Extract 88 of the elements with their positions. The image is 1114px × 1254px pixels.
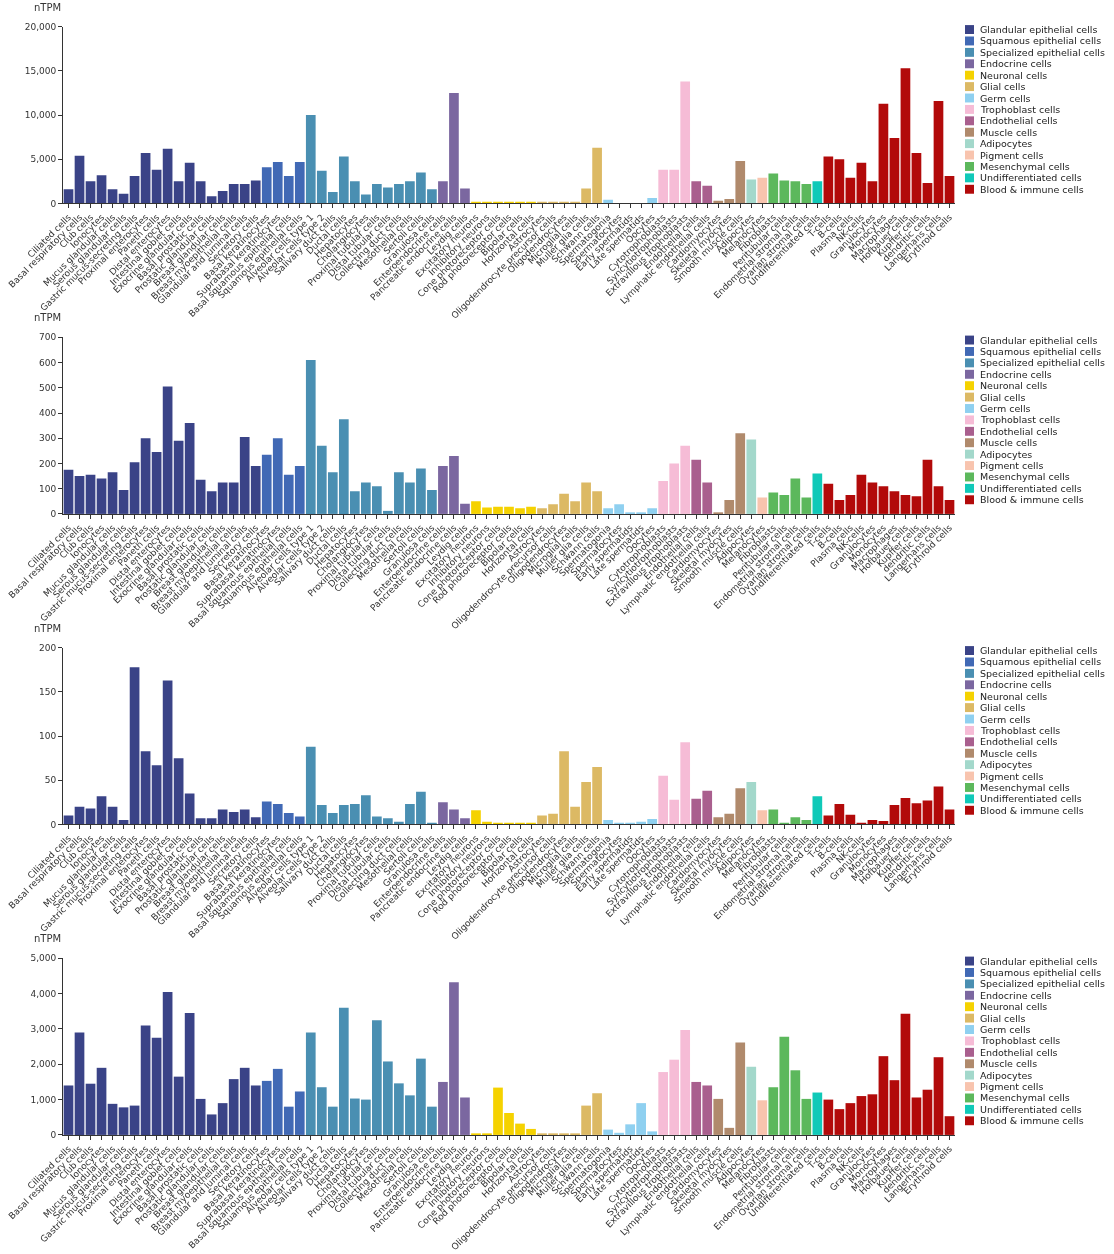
legend-label: Adipocytes	[980, 449, 1033, 460]
legend-label: Adipocytes	[980, 1070, 1033, 1081]
y-tick-label: 4,000	[30, 988, 57, 999]
y-tick-label: 50	[44, 775, 57, 786]
y-tick-label: 150	[39, 687, 57, 698]
legend-label: Endocrine cells	[980, 58, 1052, 69]
legend-label: Mesenchymal cells	[980, 1092, 1070, 1103]
legend-label: Glandular epithelial cells	[980, 956, 1098, 967]
y-tick-label: 2,000	[30, 1059, 57, 1070]
legend-label: Adipocytes	[980, 138, 1033, 149]
legend-label: Glandular epithelial cells	[980, 335, 1098, 346]
y-tick-label: 200	[39, 642, 57, 653]
legend-label: Blood & immune cells	[980, 184, 1084, 195]
legend-label: Germ cells	[980, 1024, 1031, 1035]
legend-label: Undifferentiated cells	[980, 1104, 1082, 1115]
legend-label: Trophoblast cells	[980, 414, 1061, 425]
y-tick-label: 5,000	[30, 953, 57, 964]
legend-label: Endocrine cells	[980, 369, 1052, 380]
legend-label: Pigment cells	[980, 460, 1044, 471]
legend-label: Glandular epithelial cells	[980, 24, 1098, 35]
legend-label: Neuronal cells	[980, 380, 1048, 391]
legend-label: Germ cells	[980, 403, 1031, 414]
legend-label: Endothelial cells	[980, 426, 1058, 437]
legend-label: Adipocytes	[980, 759, 1033, 770]
y-tick-label: 100	[39, 731, 57, 742]
legend-label: Pigment cells	[980, 771, 1044, 782]
y-tick-label: 0	[50, 509, 57, 520]
legend-label: Endothelial cells	[980, 1047, 1058, 1058]
y-tick-label: 300	[39, 433, 57, 444]
y-tick-label: 500	[39, 382, 57, 393]
legend-label: Blood & immune cells	[980, 805, 1084, 816]
y-tick-label: 400	[39, 408, 57, 419]
legend-label: Blood & immune cells	[980, 494, 1084, 505]
legend-label: Mesenchymal cells	[980, 161, 1070, 172]
y-tick-label: 200	[39, 458, 57, 469]
y-tick-label: 10,000	[24, 110, 57, 121]
legend-label: Trophoblast cells	[980, 104, 1061, 115]
y-tick-label: 600	[39, 357, 57, 368]
y-axis-title: nTPM	[34, 933, 62, 944]
legend-label: Undifferentiated cells	[980, 793, 1082, 804]
legend-label: Muscle cells	[980, 748, 1038, 759]
legend-label: Glial cells	[980, 702, 1026, 713]
legend-label: Trophoblast cells	[980, 725, 1061, 736]
legend-label: Glandular epithelial cells	[980, 645, 1098, 656]
legend-label: Endothelial cells	[980, 115, 1058, 126]
y-tick-label: 700	[39, 332, 57, 343]
y-tick-label: 3,000	[30, 1024, 57, 1035]
legend-label: Squamous epithelial cells	[980, 656, 1102, 667]
legend-label: Undifferentiated cells	[980, 172, 1082, 183]
y-tick-label: 0	[50, 819, 57, 830]
legend-label: Endothelial cells	[980, 736, 1058, 747]
y-axis-title: nTPM	[34, 2, 62, 13]
legend-label: Specialized epithelial cells	[980, 47, 1105, 58]
legend-label: Endocrine cells	[980, 679, 1052, 690]
y-tick-label: 20,000	[24, 21, 57, 32]
legend-label: Mesenchymal cells	[980, 471, 1070, 482]
y-tick-label: 0	[50, 1130, 57, 1141]
y-tick-label: 100	[39, 483, 57, 494]
legend-label: Germ cells	[980, 93, 1031, 104]
legend-label: Neuronal cells	[980, 691, 1048, 702]
legend-label: Squamous epithelial cells	[980, 967, 1102, 978]
legend-label: Pigment cells	[980, 1081, 1044, 1092]
y-axis-title: nTPM	[34, 312, 62, 323]
legend-label: Mesenchymal cells	[980, 782, 1070, 793]
y-tick-label: 1,000	[30, 1094, 57, 1105]
legend-label: Squamous epithelial cells	[980, 346, 1102, 357]
legend-label: Pigment cells	[980, 150, 1044, 161]
legend-label: Germ cells	[980, 714, 1031, 725]
legend-label: Endocrine cells	[980, 990, 1052, 1001]
legend-label: Squamous epithelial cells	[980, 35, 1102, 46]
legend-label: Blood & immune cells	[980, 1115, 1084, 1126]
legend-label: Glial cells	[980, 81, 1026, 92]
legend-label: Specialized epithelial cells	[980, 668, 1105, 679]
legend-label: Trophoblast cells	[980, 1035, 1061, 1046]
legend-label: Specialized epithelial cells	[980, 978, 1105, 989]
legend-label: Undifferentiated cells	[980, 483, 1082, 494]
y-tick-label: 5,000	[30, 154, 57, 165]
legend-label: Glial cells	[980, 1013, 1026, 1024]
y-tick-label: 15,000	[24, 66, 57, 77]
legend-label: Muscle cells	[980, 127, 1038, 138]
legend-label: Neuronal cells	[980, 1001, 1048, 1012]
legend-label: Glial cells	[980, 392, 1026, 403]
y-tick-label: 0	[50, 198, 57, 209]
legend-label: Muscle cells	[980, 1058, 1038, 1069]
y-axis-title: nTPM	[34, 623, 62, 634]
legend-label: Specialized epithelial cells	[980, 357, 1105, 368]
legend-label: Neuronal cells	[980, 70, 1048, 81]
legend-label: Muscle cells	[980, 437, 1038, 448]
